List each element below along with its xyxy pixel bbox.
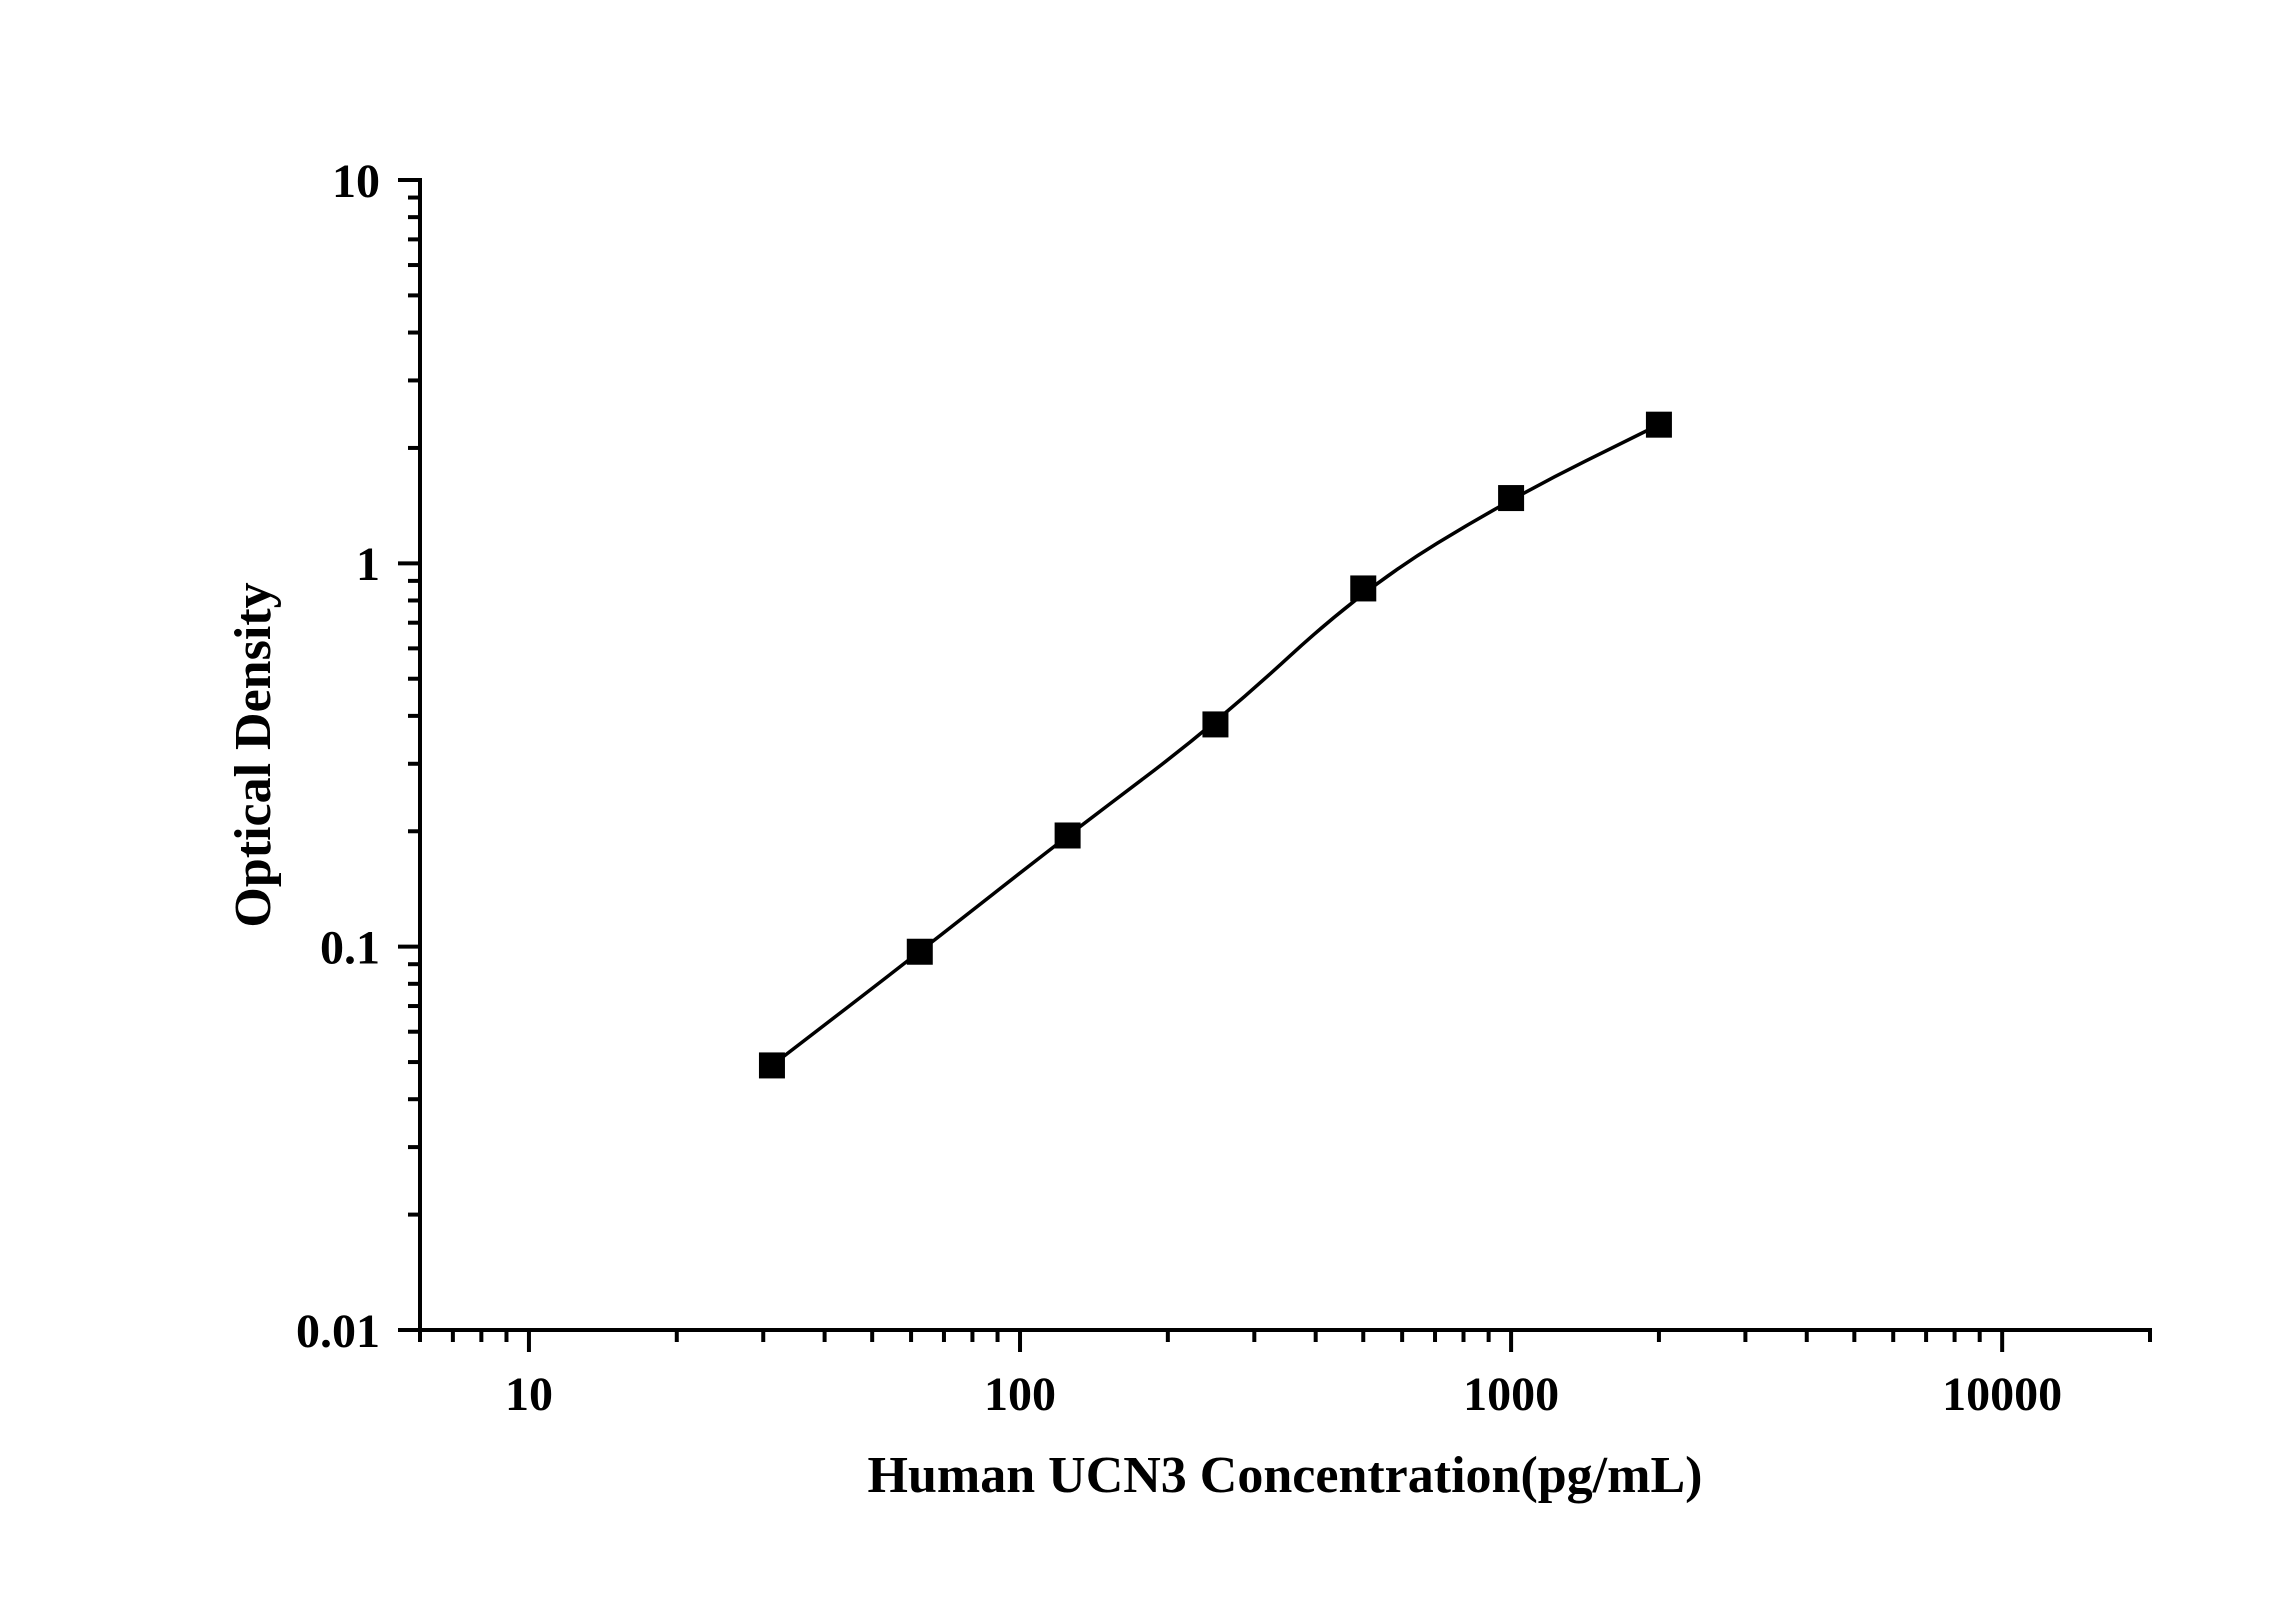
data-marker [1202, 711, 1228, 737]
x-tick-label: 1000 [1463, 1368, 1559, 1421]
x-axis-label: Human UCN3 Concentration(pg/mL) [868, 1447, 1703, 1504]
data-marker [759, 1052, 785, 1078]
chart-container: 10 100 1000 10000 0.01 0.1 1 10 Human UCN3 Conce… [0, 0, 2296, 1604]
data-marker [1350, 575, 1376, 601]
x-tick-label: 10 [505, 1368, 553, 1421]
y-tick-label: 0.1 [320, 921, 380, 974]
y-axis-label: Optical Density [225, 582, 282, 927]
x-tick-label: 10000 [1942, 1368, 2062, 1421]
y-tick-label: 0.01 [296, 1305, 380, 1358]
data-marker [1055, 822, 1081, 848]
y-tick-label: 1 [356, 538, 380, 591]
data-marker [907, 939, 933, 965]
data-marker [1498, 485, 1524, 511]
y-tick-label: 10 [332, 155, 380, 208]
data-marker [1646, 412, 1672, 438]
x-tick-label: 100 [984, 1368, 1056, 1421]
chart-bg [0, 0, 2296, 1604]
loglog-chart: 10 100 1000 10000 0.01 0.1 1 10 Human UCN3 Conce… [0, 0, 2296, 1604]
